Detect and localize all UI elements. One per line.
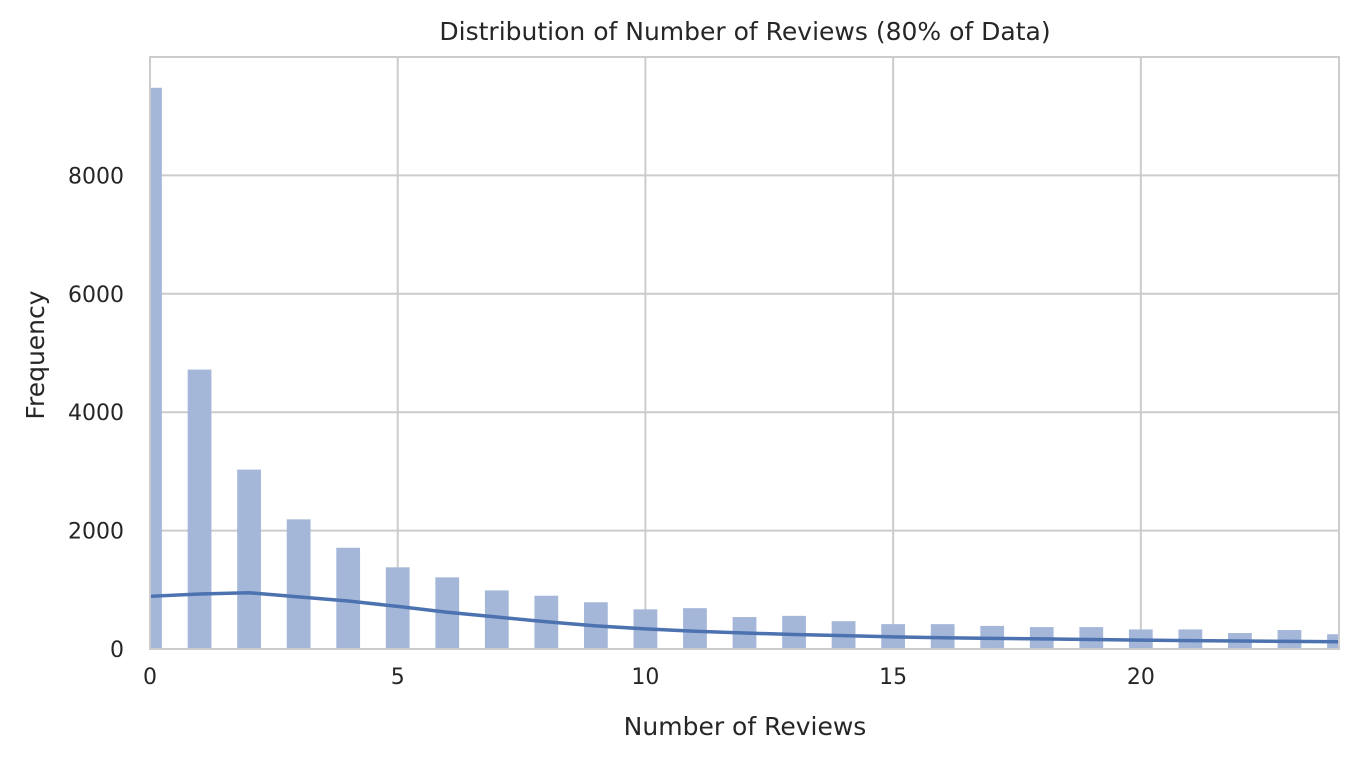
- y-axis-ticks: 0 2000 4000 6000 8000: [68, 164, 124, 663]
- kde-curve: [149, 591, 1340, 644]
- histogram-bar: [237, 469, 261, 649]
- histogram-bar: [782, 615, 806, 649]
- x-tick-label: 10: [631, 665, 659, 690]
- x-tick-label: 5: [391, 665, 405, 690]
- histogram-bar: [187, 369, 212, 649]
- y-tick-label: 0: [110, 638, 124, 663]
- plot-frame: [149, 56, 1340, 650]
- y-axis-label: Frequency: [21, 290, 50, 419]
- chart-title: Distribution of Number of Reviews (80% o…: [439, 17, 1050, 46]
- grid-lines: [149, 57, 1339, 650]
- x-tick-label: 0: [143, 665, 157, 690]
- x-axis-label: Number of Reviews: [624, 712, 867, 741]
- histogram-bar: [150, 87, 162, 649]
- histogram-bar: [336, 547, 361, 649]
- x-tick-label: 20: [1127, 665, 1155, 690]
- histogram-bar: [385, 567, 410, 649]
- y-tick-label: 2000: [68, 520, 124, 545]
- histogram-bar: [683, 608, 707, 649]
- y-tick-label: 4000: [68, 401, 124, 426]
- histogram-bar: [286, 519, 311, 649]
- x-tick-label: 15: [879, 665, 907, 690]
- histogram-bar: [484, 590, 509, 649]
- y-tick-label: 6000: [68, 283, 124, 308]
- y-tick-label: 8000: [68, 164, 124, 189]
- kde-curve-group: [149, 591, 1340, 644]
- bars: [150, 87, 1339, 649]
- histogram-bar: [1277, 630, 1302, 649]
- x-axis-ticks: 0 5 10 15 20: [143, 665, 1155, 690]
